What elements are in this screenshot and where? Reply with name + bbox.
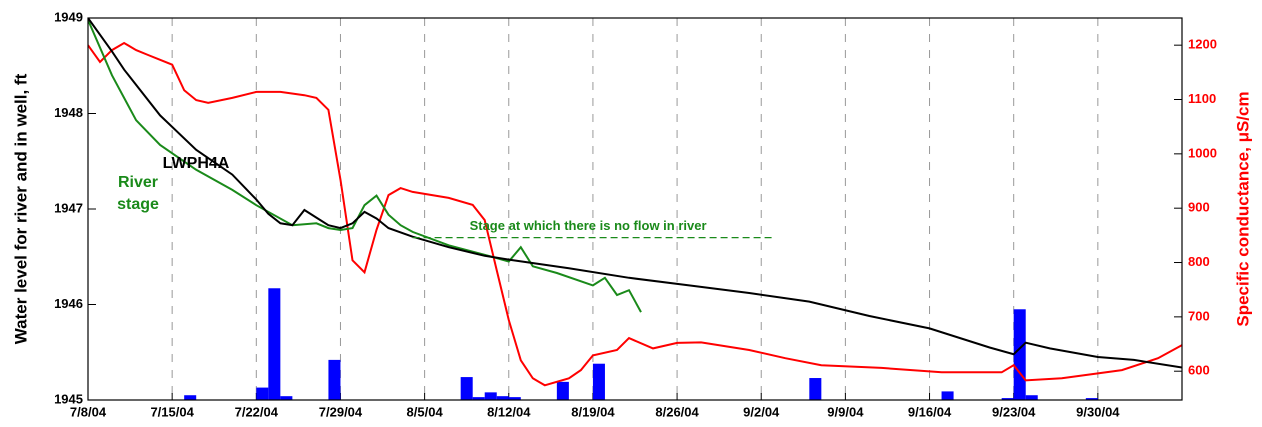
precip-bar — [280, 396, 293, 400]
precip-bar — [1001, 398, 1014, 400]
precip-bar — [1025, 395, 1038, 400]
precip-bar — [328, 359, 341, 400]
precip-bar — [256, 387, 269, 400]
x-tick-label: 8/19/04 — [571, 404, 615, 419]
x-tick-label: 8/26/04 — [655, 404, 699, 419]
x-tick-label: 9/16/04 — [908, 404, 952, 419]
series-line — [88, 18, 1182, 369]
y-axis-title: Water level for river and in well, ft — [11, 73, 30, 344]
x-tick-label: 8/12/04 — [487, 404, 531, 419]
y2-tick-label: 600 — [1188, 363, 1210, 378]
x-tick-label: 9/23/04 — [992, 404, 1036, 419]
x-tick-label: 9/9/04 — [827, 404, 864, 419]
y2-tick-label: 900 — [1188, 200, 1210, 215]
y2-tick-label: 1000 — [1188, 145, 1217, 160]
precip-bar — [941, 391, 954, 400]
x-tick-label: 7/29/04 — [319, 404, 363, 419]
precip-bar — [184, 395, 197, 400]
y-tick-label: 1947 — [54, 200, 83, 215]
precip-bar — [496, 396, 509, 400]
x-tick-label: 9/30/04 — [1076, 404, 1120, 419]
x-tick-label: 9/2/04 — [743, 404, 780, 419]
no-flow-label: Stage at which there is no flow in river — [470, 218, 707, 233]
x-tick-label: 7/22/04 — [235, 404, 279, 419]
y-tick-label: 1948 — [54, 105, 83, 120]
precip-bar — [472, 397, 485, 400]
precip-bar — [1085, 398, 1098, 400]
y-tick-label: 1946 — [54, 296, 83, 311]
precip-bar — [809, 378, 822, 400]
x-tick-label: 8/5/04 — [407, 404, 444, 419]
y2-tick-label: 1200 — [1188, 37, 1217, 52]
precip-bar — [484, 392, 497, 400]
precip-bar — [556, 381, 569, 400]
y-tick-label: 1949 — [54, 9, 83, 24]
well-label: LWPH4A — [162, 155, 230, 172]
precip-bar — [592, 363, 605, 400]
river-label: River stage — [117, 174, 159, 213]
y-tick-label: 1945 — [54, 391, 83, 406]
y2-tick-label: 800 — [1188, 254, 1210, 269]
precip-bar — [268, 288, 281, 400]
x-tick-label: 7/15/04 — [150, 404, 194, 419]
precip-bar — [1013, 309, 1026, 400]
x-tick-label: 7/8/04 — [70, 404, 107, 419]
y2-tick-label: 1100 — [1188, 91, 1216, 106]
y2-tick-label: 700 — [1188, 308, 1210, 323]
series-line — [88, 41, 1182, 387]
series-line — [88, 19, 642, 313]
y2-axis-title: Specific conductance, μS/cm — [1233, 91, 1252, 326]
plot-frame — [87, 17, 1183, 401]
precip-bar — [508, 397, 521, 400]
precip-bar — [460, 377, 473, 400]
